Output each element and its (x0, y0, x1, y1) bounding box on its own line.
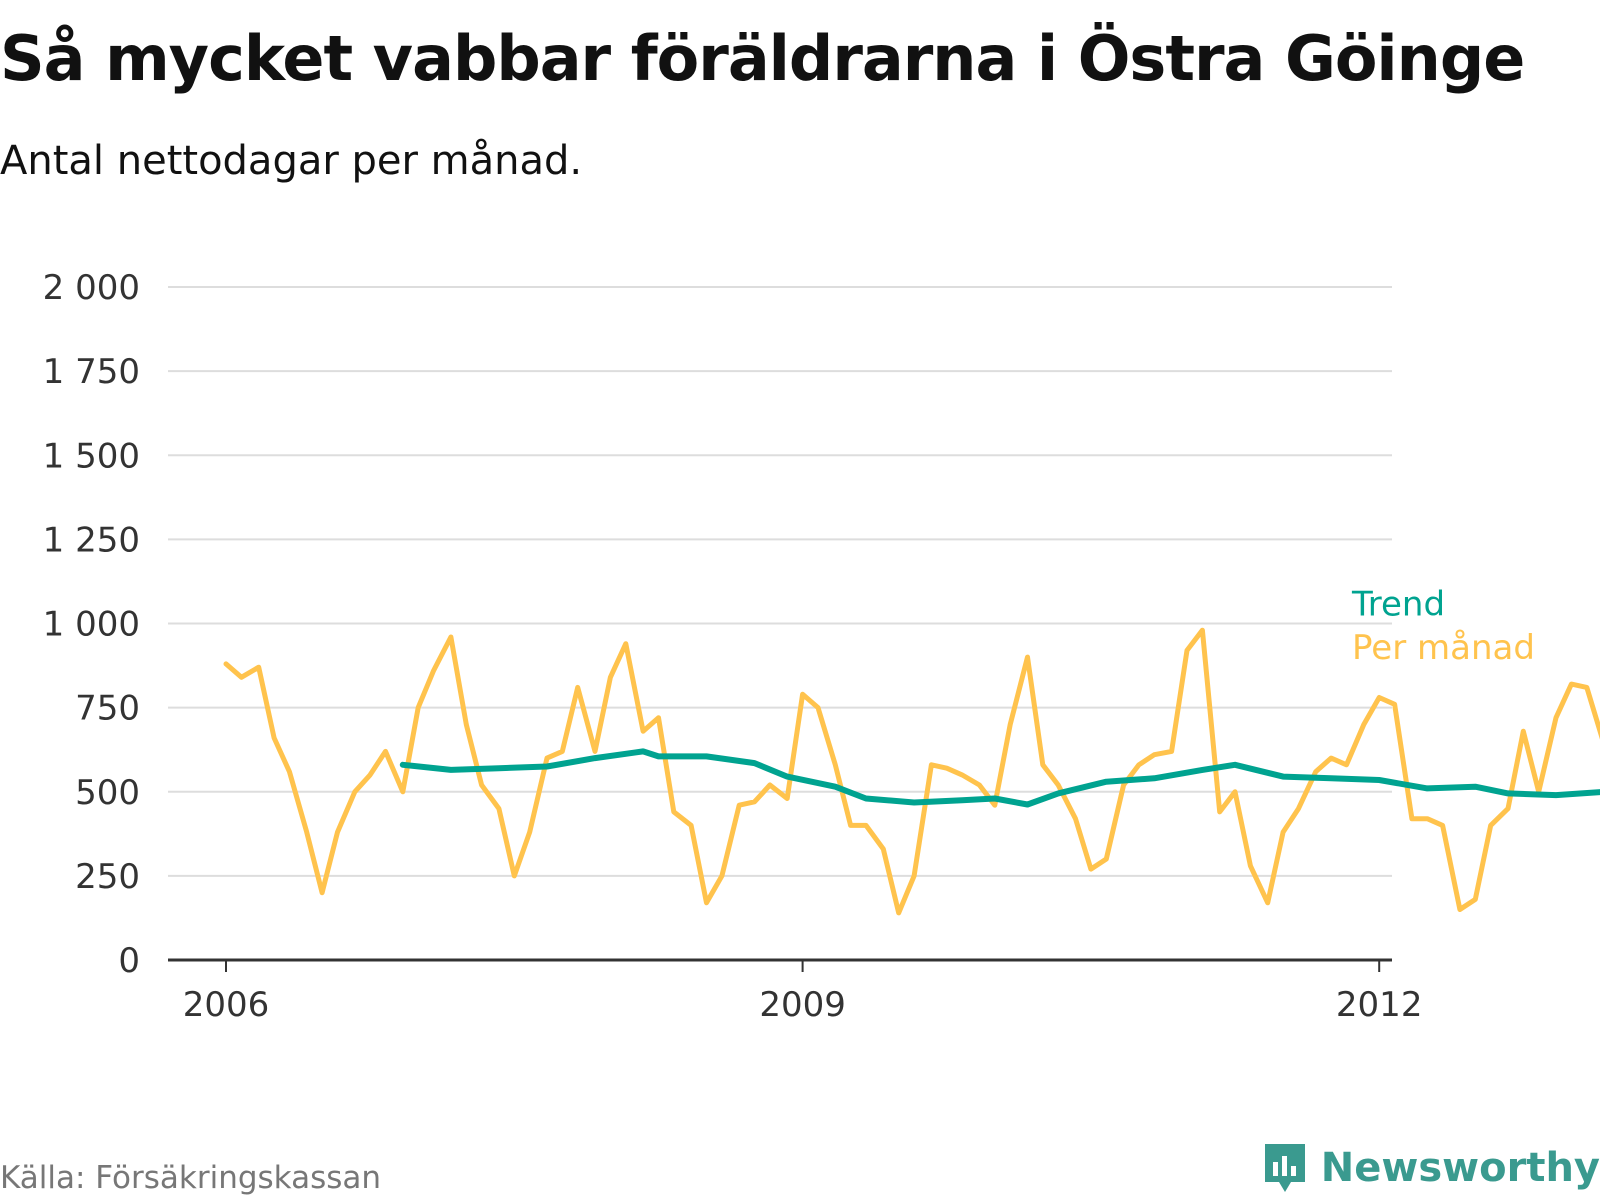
source-note: Källa: Försäkringskassan (0, 1160, 382, 1196)
y-tick-label: 1 250 (43, 520, 140, 560)
series (223, 627, 1600, 916)
y-tick-label: 1 500 (43, 436, 140, 476)
brand-name: Newsworthy (1320, 1145, 1600, 1191)
newsworthy-logo-icon (1264, 1144, 1305, 1192)
y-tick-label: 500 (75, 773, 140, 813)
x-tick-label: 2006 (183, 985, 270, 1025)
page-subtitle: Antal nettodagar per månad. (0, 138, 583, 184)
trend-label: Trend (1351, 584, 1445, 624)
trend-line (399, 748, 1600, 808)
y-axis-ticks: 0 250 500 750 1 000 1 250 1 500 1 750 2 000 (43, 268, 140, 981)
y-tick-label: 250 (75, 857, 140, 897)
x-tick-label: 2009 (759, 985, 846, 1025)
x-axis: 2006200920122015201820212023 (168, 958, 1423, 1025)
y-tick-label: 2 000 (43, 268, 140, 308)
page-title: Så mycket vabbar föräldrarna i Östra Göi… (0, 22, 1525, 95)
y-tick-label: 1 750 (43, 352, 140, 392)
x-tick-label: 2012 (1336, 985, 1423, 1025)
brand-logo[interactable]: Newsworthy (1261, 1140, 1600, 1196)
y-tick-label: 750 (75, 689, 140, 729)
gridlines (168, 286, 1392, 877)
monthly-line (223, 627, 1600, 916)
monthly-label: Per månad (1352, 628, 1535, 668)
line-chart: 0 250 500 750 1 000 1 250 1 500 1 750 2 000 2006… (43, 268, 1600, 1025)
y-tick-label: 0 (118, 941, 140, 981)
y-tick-label: 1 000 (43, 605, 140, 645)
